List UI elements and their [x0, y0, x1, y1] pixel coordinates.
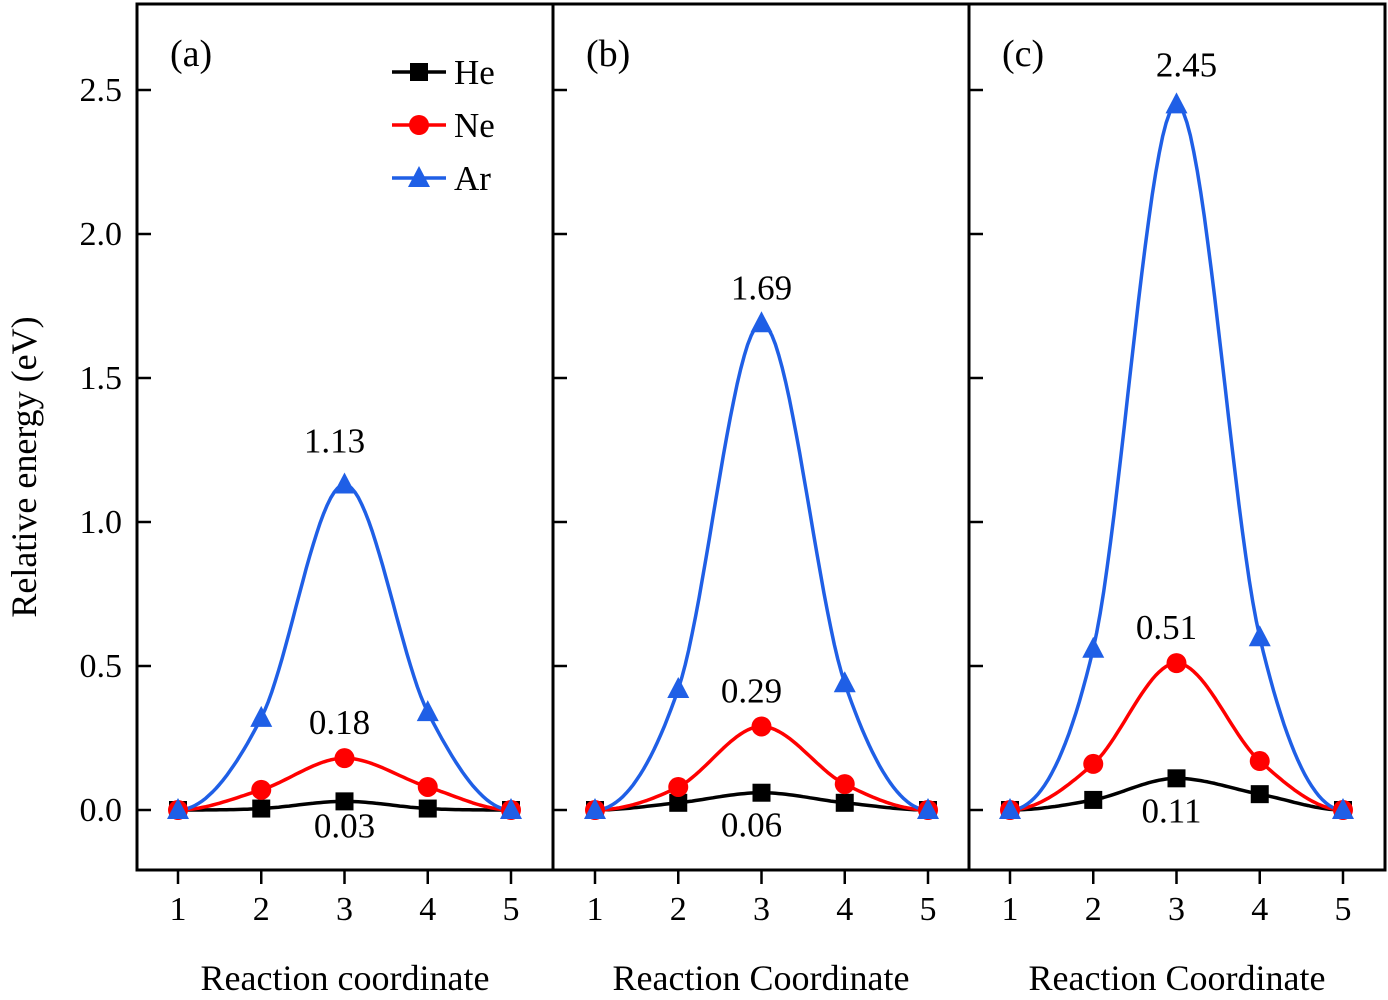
panel-1-label: (a) [170, 33, 212, 75]
panel-3-he-point [1167, 769, 1186, 788]
panel-1-ytick-label: 0.5 [80, 648, 123, 685]
panel-1-ne-point [334, 748, 355, 769]
panel-2-ar-point [917, 798, 939, 819]
panel-2-he-point [752, 783, 771, 802]
panel-2-ar-point [584, 798, 606, 819]
panel-3-xtick-label: 4 [1251, 891, 1268, 928]
panel-2-he-point [835, 793, 854, 812]
panel-3-ne-point [1166, 653, 1187, 674]
panel-2-ar-peak-label: 1.69 [731, 268, 792, 307]
panel-2-ar-point [833, 671, 856, 693]
panel-3-x-axis-title: Reaction Coordinate [1029, 958, 1326, 998]
panel-1-ar-point [250, 705, 273, 727]
panel-1-ar-point [416, 700, 439, 722]
panel-1-xtick-label: 2 [253, 891, 270, 928]
panel-3-xtick-label: 3 [1168, 891, 1185, 928]
panel-3-ar-line [1009, 102, 1344, 812]
panel-1-he-point [418, 799, 437, 818]
panel-2-he-peak-label: 0.06 [721, 806, 782, 845]
y-axis-title: Relative energy (eV) [4, 316, 44, 617]
panel-2-ne-point [668, 776, 689, 797]
panel-3-ne-point [1249, 751, 1270, 772]
panel-1-ne-point [417, 776, 438, 797]
panel-3-ar-point [1332, 798, 1354, 819]
panel-1-ytick-label: 0.0 [80, 792, 123, 829]
panel-1-he-point [335, 792, 354, 811]
panel-2-ne-point [751, 716, 772, 737]
panel-1-ar-point [167, 798, 189, 819]
panel-3-ne-point [1083, 753, 1104, 774]
panel-1-ne-peak-label: 0.18 [309, 703, 370, 742]
panel-1-xtick-label: 3 [336, 891, 353, 928]
panel-2-xtick-label: 5 [920, 891, 937, 928]
panel-3-ar-point [1248, 625, 1271, 647]
panel-1-ne-point [251, 779, 272, 800]
panel-2-ar-point [667, 677, 690, 699]
panel-1-xtick-label: 4 [419, 891, 436, 928]
panel-2-label: (b) [586, 33, 630, 75]
panel-2-xtick-label: 1 [587, 891, 604, 928]
panel-3-frame [967, 2, 1387, 872]
panel-3-xtick-label: 2 [1085, 891, 1102, 928]
panel-2-ne-point [834, 774, 855, 795]
panel-3-ne-line [1009, 661, 1344, 812]
panel-1-ytick-label: 1.0 [80, 504, 123, 541]
panel-3-ne-peak-label: 0.51 [1136, 608, 1197, 647]
panel-1-xtick-label: 1 [170, 891, 187, 928]
legend-ar-marker [408, 166, 430, 187]
panel-1-xtick-label: 5 [503, 891, 520, 928]
panel-1-he-peak-label: 0.03 [314, 806, 375, 845]
legend-ne-label: Ne [454, 106, 495, 145]
panel-2-ar-point [750, 311, 773, 333]
legend-ne-marker [409, 115, 429, 135]
panel-3-he-point [1250, 785, 1269, 804]
panel-2-ar-line [594, 321, 929, 812]
panel-3-xtick-label: 5 [1335, 891, 1352, 928]
panel-2-frame [551, 2, 971, 872]
panel-1-ar-point [500, 798, 522, 819]
panel-1-he-point [252, 799, 271, 818]
panel-3-ar-peak-label: 2.45 [1156, 45, 1217, 84]
panel-1-x-axis-title: Reaction coordinate [201, 958, 490, 998]
chart-text: 1 2 3 4 5 0.0 0.5 1.0 1.5 2.0 2.5 Relative energy (… [4, 33, 1352, 998]
panel-3-ar-point [1165, 92, 1188, 114]
panel-1-ytick-label: 2.0 [80, 216, 123, 253]
panel-3-ar-point [999, 798, 1021, 819]
panel-2-xtick-label: 4 [836, 891, 853, 928]
panel-2-he-point [669, 793, 688, 812]
panel-1-ytick-label: 1.5 [80, 360, 123, 397]
panel-3-he-point [1084, 790, 1103, 809]
panel-3-xtick-label: 1 [1002, 891, 1019, 928]
panel-2-x-axis-title: Reaction Coordinate [613, 958, 910, 998]
panel-1-ar-peak-label: 1.13 [304, 422, 365, 461]
legend-he-marker [410, 63, 428, 81]
series-markers [167, 92, 1354, 820]
panel-1-ar-point [333, 472, 356, 494]
panel-3-ar-point [1082, 636, 1105, 658]
panel-2-ne-peak-label: 0.29 [721, 671, 782, 710]
panel-3-label: (c) [1002, 33, 1044, 75]
panel-frames [135, 2, 1387, 884]
panel-1-ytick-label: 2.5 [80, 72, 123, 109]
legend-he-label: He [454, 53, 495, 92]
panel-2-xtick-label: 3 [753, 891, 770, 928]
legend-ar-label: Ar [454, 159, 491, 198]
panel-2-xtick-label: 2 [670, 891, 687, 928]
panel-3-he-peak-label: 0.11 [1142, 791, 1202, 830]
